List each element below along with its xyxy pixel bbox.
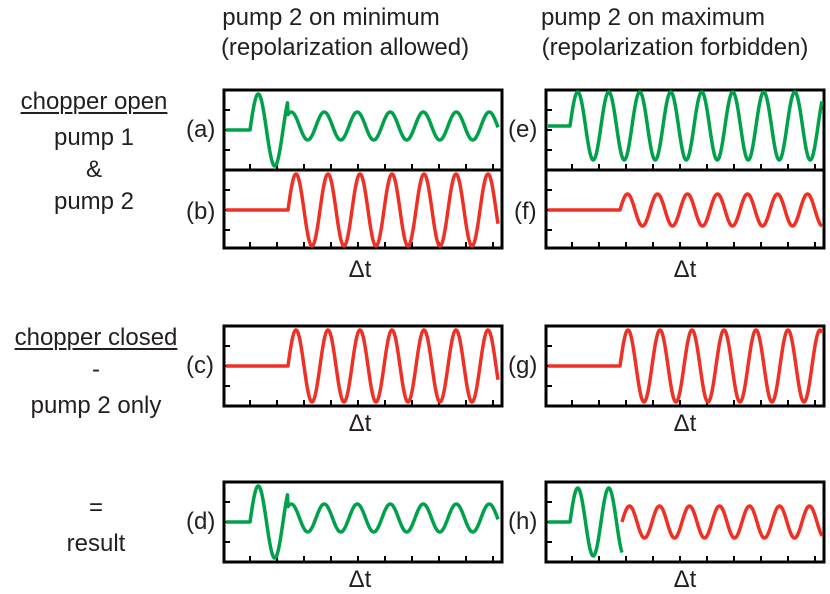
left-column-header-line1: pump 2 on minimum [222, 4, 440, 31]
row-label-pump1: pump 1 [53, 124, 135, 151]
axis-label-right-middle: Δt [673, 410, 697, 437]
panel-frame-ef [544, 88, 826, 250]
panel-label-f: (f) [514, 198, 537, 225]
panel-label-b: (b) [186, 198, 216, 225]
axis-label-left-middle: Δt [348, 410, 372, 437]
axis-label-right-top: Δt [673, 256, 697, 283]
axis-label-left-top: Δt [348, 256, 372, 283]
waveform-f [546, 192, 824, 228]
row-label-equals: = [88, 494, 103, 521]
panel-frame-ab [222, 88, 504, 250]
left-column-header-line2: (repolarization allowed) [220, 34, 470, 61]
right-column-header-line2: (repolarization forbidden) [541, 34, 809, 61]
axis-label-left-bottom: Δt [348, 566, 372, 593]
row-label-minus: - [92, 356, 100, 383]
panel-label-a: (a) [186, 116, 216, 143]
waveform-c [224, 328, 500, 404]
waveform-h-red [620, 504, 824, 540]
panel-label-h: (h) [508, 508, 538, 535]
waveform-a [224, 92, 500, 168]
waveform-h-green [546, 486, 624, 558]
row-label-result: result [66, 530, 126, 557]
axis-ticks [224, 109, 816, 562]
waveform-g [546, 328, 824, 404]
waveform-d [224, 484, 500, 560]
row-label-ampersand: & [85, 156, 102, 183]
waveform-b [224, 172, 500, 248]
row-label-pump2-only: pump 2 only [30, 392, 162, 419]
panel-label-e: (e) [508, 116, 538, 143]
right-column-header-line1: pump 2 on maximum [540, 4, 766, 31]
row-label-chopper-open: chopper open [20, 88, 168, 115]
panel-label-c: (c) [186, 352, 214, 379]
waveform-e [546, 90, 824, 162]
row-label-pump2: pump 2 [53, 188, 135, 215]
axis-label-right-bottom: Δt [673, 566, 697, 593]
panel-label-g: (g) [508, 352, 538, 379]
row-label-chopper-closed: chopper closed [14, 324, 178, 351]
panel-label-d: (d) [186, 508, 216, 535]
panel-frame-h [544, 480, 826, 564]
